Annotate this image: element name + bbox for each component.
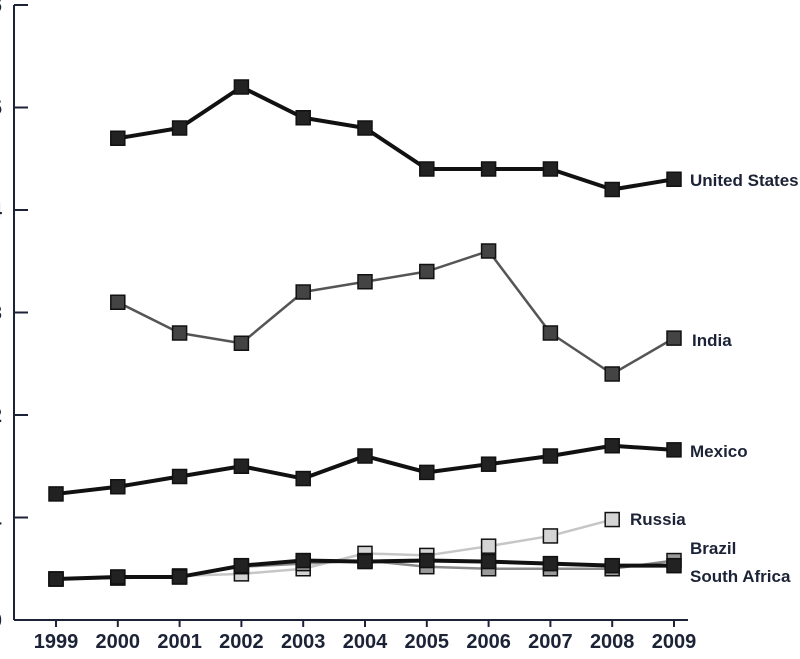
data-point-south-africa: [233, 557, 250, 574]
data-point-south-africa: [171, 569, 188, 585]
data-point-united-states: [604, 181, 620, 198]
data-point-mexico: [419, 464, 435, 481]
data-point-india: [542, 325, 559, 341]
series-line-united-states: [117, 85, 675, 192]
y-tick-label: 3: [0, 303, 2, 325]
data-point-russia: [542, 528, 559, 544]
data-point-mexico: [295, 470, 311, 487]
x-tick-label: 1999: [34, 631, 79, 653]
data-point-mexico: [604, 438, 620, 454]
data-point-india: [295, 284, 311, 300]
data-point-south-africa: [666, 557, 682, 574]
data-point-united-states: [233, 79, 250, 95]
y-tick-label: 2: [0, 405, 2, 427]
data-point-mexico: [357, 448, 373, 464]
series-label-brazil: Brazil: [690, 539, 736, 558]
x-tick-label: 2005: [405, 631, 450, 653]
data-point-united-states: [357, 120, 373, 136]
series-label-mexico: Mexico: [690, 442, 748, 461]
data-point-mexico: [110, 479, 126, 495]
data-point-india: [604, 366, 620, 382]
y-tick-label: 0: [0, 610, 2, 632]
data-point-mexico: [233, 458, 250, 474]
x-tick-label: 2008: [590, 631, 635, 653]
data-point-mexico: [542, 448, 559, 464]
x-tick-label: 2006: [466, 631, 511, 653]
data-point-south-africa: [542, 555, 559, 572]
x-tick-label: 2009: [652, 631, 697, 653]
x-tick-label: 2000: [96, 631, 141, 653]
data-point-united-states: [666, 171, 682, 187]
data-point-south-africa: [357, 553, 373, 570]
data-point-russia: [604, 511, 620, 528]
series-label-russia: Russia: [630, 510, 686, 529]
data-point-south-africa: [295, 552, 311, 569]
data-point-united-states: [110, 130, 126, 146]
x-tick-label: 2004: [343, 631, 388, 653]
y-tick-label: 5: [0, 98, 2, 120]
data-point-south-africa: [110, 569, 126, 585]
data-point-mexico: [480, 456, 497, 472]
series-label-south-africa: South Africa: [690, 567, 791, 586]
series-label-united-states: United States: [690, 171, 799, 190]
data-point-south-africa: [48, 571, 64, 587]
data-point-united-states: [542, 161, 559, 177]
data-point-russia: [480, 538, 497, 554]
data-point-mexico: [48, 486, 64, 502]
y-tick-label: 1: [0, 508, 2, 530]
data-point-united-states: [171, 120, 188, 136]
data-point-india: [666, 330, 682, 346]
x-tick-label: 2001: [157, 631, 202, 653]
data-point-united-states: [480, 161, 497, 177]
data-point-mexico: [666, 442, 682, 458]
data-point-india: [171, 325, 188, 341]
x-tick-label: 2007: [528, 631, 573, 653]
data-point-south-africa: [604, 557, 620, 574]
data-point-india: [419, 263, 435, 280]
data-point-united-states: [295, 110, 311, 126]
y-tick-label: 6: [0, 0, 2, 17]
data-point-india: [233, 335, 250, 351]
series-line-russia: [55, 518, 613, 581]
y-tick-label: 4: [0, 200, 3, 222]
data-point-mexico: [171, 468, 188, 485]
x-tick-label: 2003: [281, 631, 326, 653]
data-point-united-states: [419, 161, 435, 177]
series-line-india: [117, 249, 675, 376]
data-point-india: [110, 294, 126, 310]
data-point-south-africa: [480, 553, 497, 570]
data-point-india: [480, 243, 497, 259]
x-tick-label: 2002: [219, 631, 264, 653]
data-point-india: [357, 274, 373, 290]
series-label-india: India: [692, 331, 732, 350]
data-point-south-africa: [419, 552, 435, 569]
